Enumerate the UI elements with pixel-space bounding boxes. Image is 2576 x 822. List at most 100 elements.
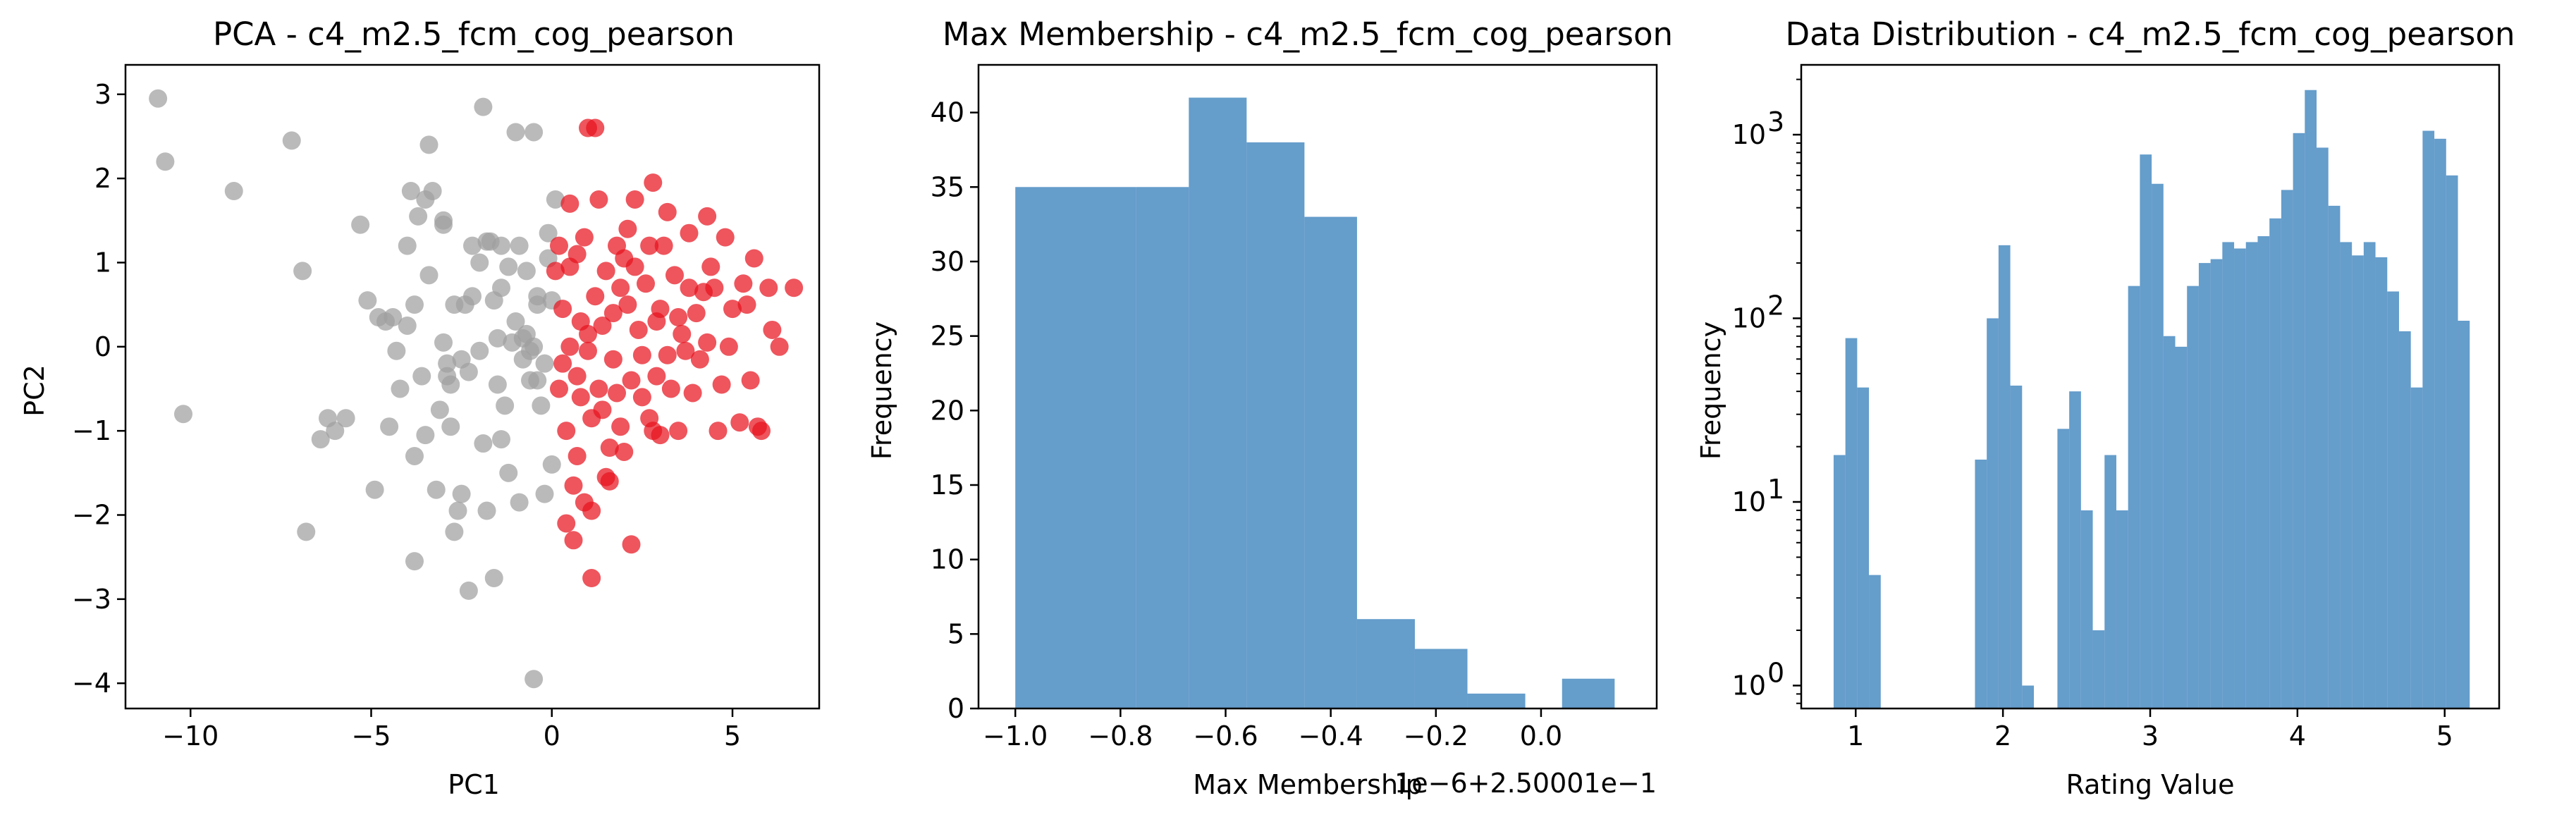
scatter-point-gray (326, 422, 345, 441)
membership-histogram-bar (1356, 619, 1415, 708)
scatter-point-red (709, 422, 728, 441)
scatter-point-gray (430, 400, 449, 419)
rating-histogram-bar (2152, 183, 2164, 709)
membership-histogram-bar (1136, 187, 1189, 709)
scatter-point-gray (441, 375, 460, 394)
scatter-point-gray (532, 396, 551, 415)
rating-x-tick-label: 2 (1994, 720, 2011, 752)
rating-y-tick-label: 10 (1732, 670, 1766, 701)
rating-histogram-bar (2257, 236, 2270, 708)
pca-x-axis-label: PC1 (448, 769, 500, 800)
scatter-point-red (596, 262, 615, 281)
pca-x-tick-label: −10 (162, 720, 219, 752)
rating-y-tick-label: 10 (1732, 486, 1766, 517)
scatter-point-gray (412, 367, 431, 386)
scatter-point-red (640, 236, 659, 255)
scatter-point-gray (510, 493, 529, 512)
scatter-point-red (705, 278, 724, 297)
pca-y-tick-label: −3 (72, 584, 111, 615)
scatter-point-red (560, 194, 579, 213)
scatter-point-red (759, 278, 778, 297)
membership-histogram-bar (1562, 678, 1615, 708)
scatter-point-gray (452, 484, 471, 503)
rating-histogram-bar (2175, 346, 2188, 708)
scatter-point-gray (488, 329, 507, 348)
membership-histogram-bar (1246, 142, 1305, 709)
scatter-point-red (622, 535, 641, 554)
scatter-point-red (690, 350, 709, 369)
scatter-point-gray (470, 253, 489, 272)
scatter-point-gray (463, 236, 482, 255)
scatter-point-gray (293, 262, 312, 281)
scatter-point-gray (463, 287, 482, 306)
scatter-point-gray (401, 182, 420, 201)
scatter-point-gray (419, 135, 438, 154)
scatter-point-red (615, 442, 634, 461)
scatter-point-red (622, 371, 641, 390)
scatter-point-red (744, 249, 763, 268)
scatter-point-gray (174, 405, 192, 424)
rating-histogram-bar (1869, 575, 1881, 708)
scatter-point-red (564, 531, 583, 550)
rating-histogram-bar (2375, 257, 2388, 708)
rating-histogram-bar (2116, 510, 2128, 708)
scatter-point-red (680, 278, 699, 297)
scatter-point-red (603, 350, 622, 369)
rating-y-tick-label: 10 (1732, 119, 1766, 150)
scatter-point-red (687, 304, 706, 323)
scatter-point-gray (477, 501, 496, 520)
pca-plot-frame (124, 63, 821, 710)
scatter-point-red (611, 417, 630, 436)
scatter-point-red (669, 308, 688, 327)
scatter-point-gray (535, 354, 554, 373)
scatter-point-red (571, 388, 590, 407)
pca-x-tick-label: 0 (544, 720, 560, 752)
pca-y-tick-label: −4 (72, 668, 111, 699)
scatter-point-gray (474, 434, 493, 453)
membership-y-axis-label: Frequency (866, 321, 897, 460)
scatter-point-gray (506, 312, 525, 331)
rating-x-tick-label: 1 (1847, 720, 1864, 752)
scatter-point-red (644, 173, 663, 192)
scatter-point-gray (492, 430, 510, 449)
rating-histogram-bar (2234, 248, 2246, 708)
pca-y-tick-label: 1 (94, 247, 111, 278)
rating-y-tick-exponent: 2 (1767, 290, 1784, 321)
scatter-point-gray (398, 236, 417, 255)
rating-histogram-bar (1857, 387, 1870, 708)
rating-histogram-bar (1998, 245, 2011, 709)
scatter-point-red (564, 476, 583, 495)
scatter-point-red (608, 384, 626, 403)
scatter-point-red (651, 300, 670, 319)
membership-x-tick-label: −0.6 (1193, 720, 1258, 752)
scatter-point-gray (499, 257, 518, 276)
scatter-point-gray (419, 266, 438, 285)
scatter-point-gray (459, 362, 478, 381)
scatter-point-red (719, 337, 738, 356)
scatter-point-red (582, 501, 601, 520)
membership-x-tick-label: 0.0 (1520, 720, 1562, 752)
scatter-point-gray (499, 463, 518, 482)
pca-y-tick-label: 3 (94, 79, 111, 110)
rating-y-tick-exponent: 0 (1767, 657, 1784, 688)
rating-histogram-bar (2210, 259, 2223, 709)
scatter-point-red (737, 295, 756, 314)
rating-histogram-bar (2069, 391, 2081, 708)
scatter-point-gray (351, 215, 370, 234)
scatter-point-red (632, 345, 651, 364)
scatter-point-gray (484, 569, 503, 588)
scatter-point-gray (409, 207, 428, 226)
scatter-point-red (582, 569, 601, 588)
membership-y-tick-label: 5 (947, 618, 964, 649)
rating-histogram-bar (2022, 685, 2034, 708)
rating-histogram-bar (2422, 130, 2435, 708)
scatter-point-red (651, 426, 670, 445)
scatter-point-gray (423, 182, 442, 201)
scatter-point-gray (539, 223, 558, 243)
rating-histogram-bar (2281, 190, 2293, 708)
rating-y-tick-exponent: 1 (1767, 474, 1784, 505)
scatter-point-red (632, 388, 651, 407)
scatter-point-red (575, 228, 594, 247)
rating-chart-title: Data Distribution - c4_m2.5_fcm_cog_pear… (1786, 16, 2515, 53)
